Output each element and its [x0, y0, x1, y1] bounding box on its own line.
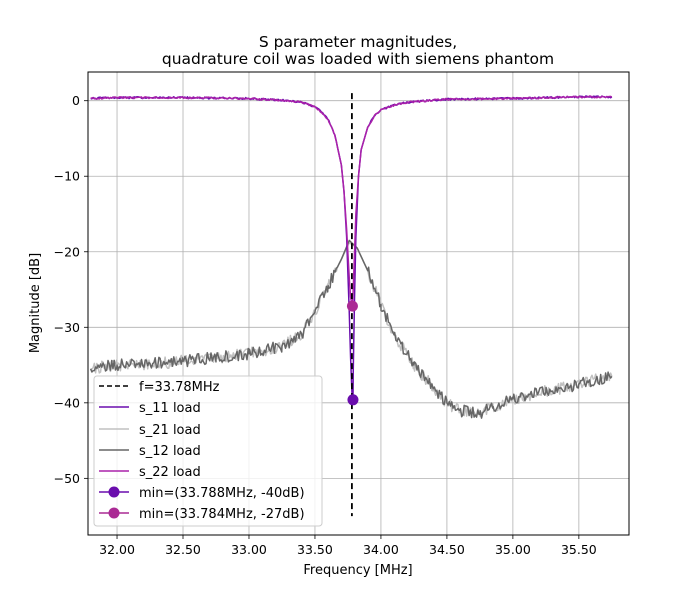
legend-label-min-s11: min=(33.788MHz, -40dB)	[139, 486, 305, 501]
legend-label-marker-line: f=33.78MHz	[139, 380, 220, 395]
x-axis-label: Frequency [MHz]	[303, 563, 412, 578]
legend-dot-min-s11	[108, 486, 120, 498]
plot-frame	[87, 71, 630, 536]
chart-subtitle: quadrature coil was loaded with siemens …	[162, 50, 554, 68]
legend-label-s12: s_12 load	[139, 444, 201, 459]
y-tick-label: −50	[54, 471, 80, 486]
minimum-point-1	[347, 394, 359, 406]
legend-label-s22: s_22 load	[139, 465, 201, 480]
legend-label-min-s22: min=(33.784MHz, -27dB)	[139, 507, 305, 522]
legend-dot-min-s22	[108, 507, 120, 519]
x-tick-label: 33.00	[231, 542, 267, 557]
y-tick-label: −20	[54, 244, 80, 259]
x-tick-label: 33.50	[297, 542, 333, 557]
y-tick-label: −40	[54, 395, 80, 410]
minimum-point-2	[346, 300, 358, 312]
marker-layer	[346, 93, 359, 517]
legend-label-s11: s_11 load	[139, 401, 201, 416]
tick-layer: 32.00 32.50 33.00 33.50 34.00 34.50 35.00 35.50…	[54, 93, 597, 557]
legend-label-s21: s_21 load	[139, 423, 201, 438]
x-tick-label: 35.00	[495, 542, 531, 557]
y-tick-label: −30	[54, 320, 80, 335]
x-tick-label: 35.50	[561, 542, 597, 557]
chart-title: S parameter magnitudes,	[259, 33, 457, 51]
y-tick-label: −10	[54, 169, 80, 184]
x-tick-label: 34.50	[429, 542, 465, 557]
x-tick-label: 34.00	[363, 542, 399, 557]
x-tick-label: 32.50	[165, 542, 201, 557]
y-tick-label: 0	[72, 93, 80, 108]
legend: f=33.78MHz s_11 load s_21 load s_12 load…	[93, 375, 323, 527]
y-axis-label: Magnitude [dB]	[28, 253, 43, 353]
x-tick-label: 32.00	[99, 542, 135, 557]
legend-box	[93, 375, 323, 527]
